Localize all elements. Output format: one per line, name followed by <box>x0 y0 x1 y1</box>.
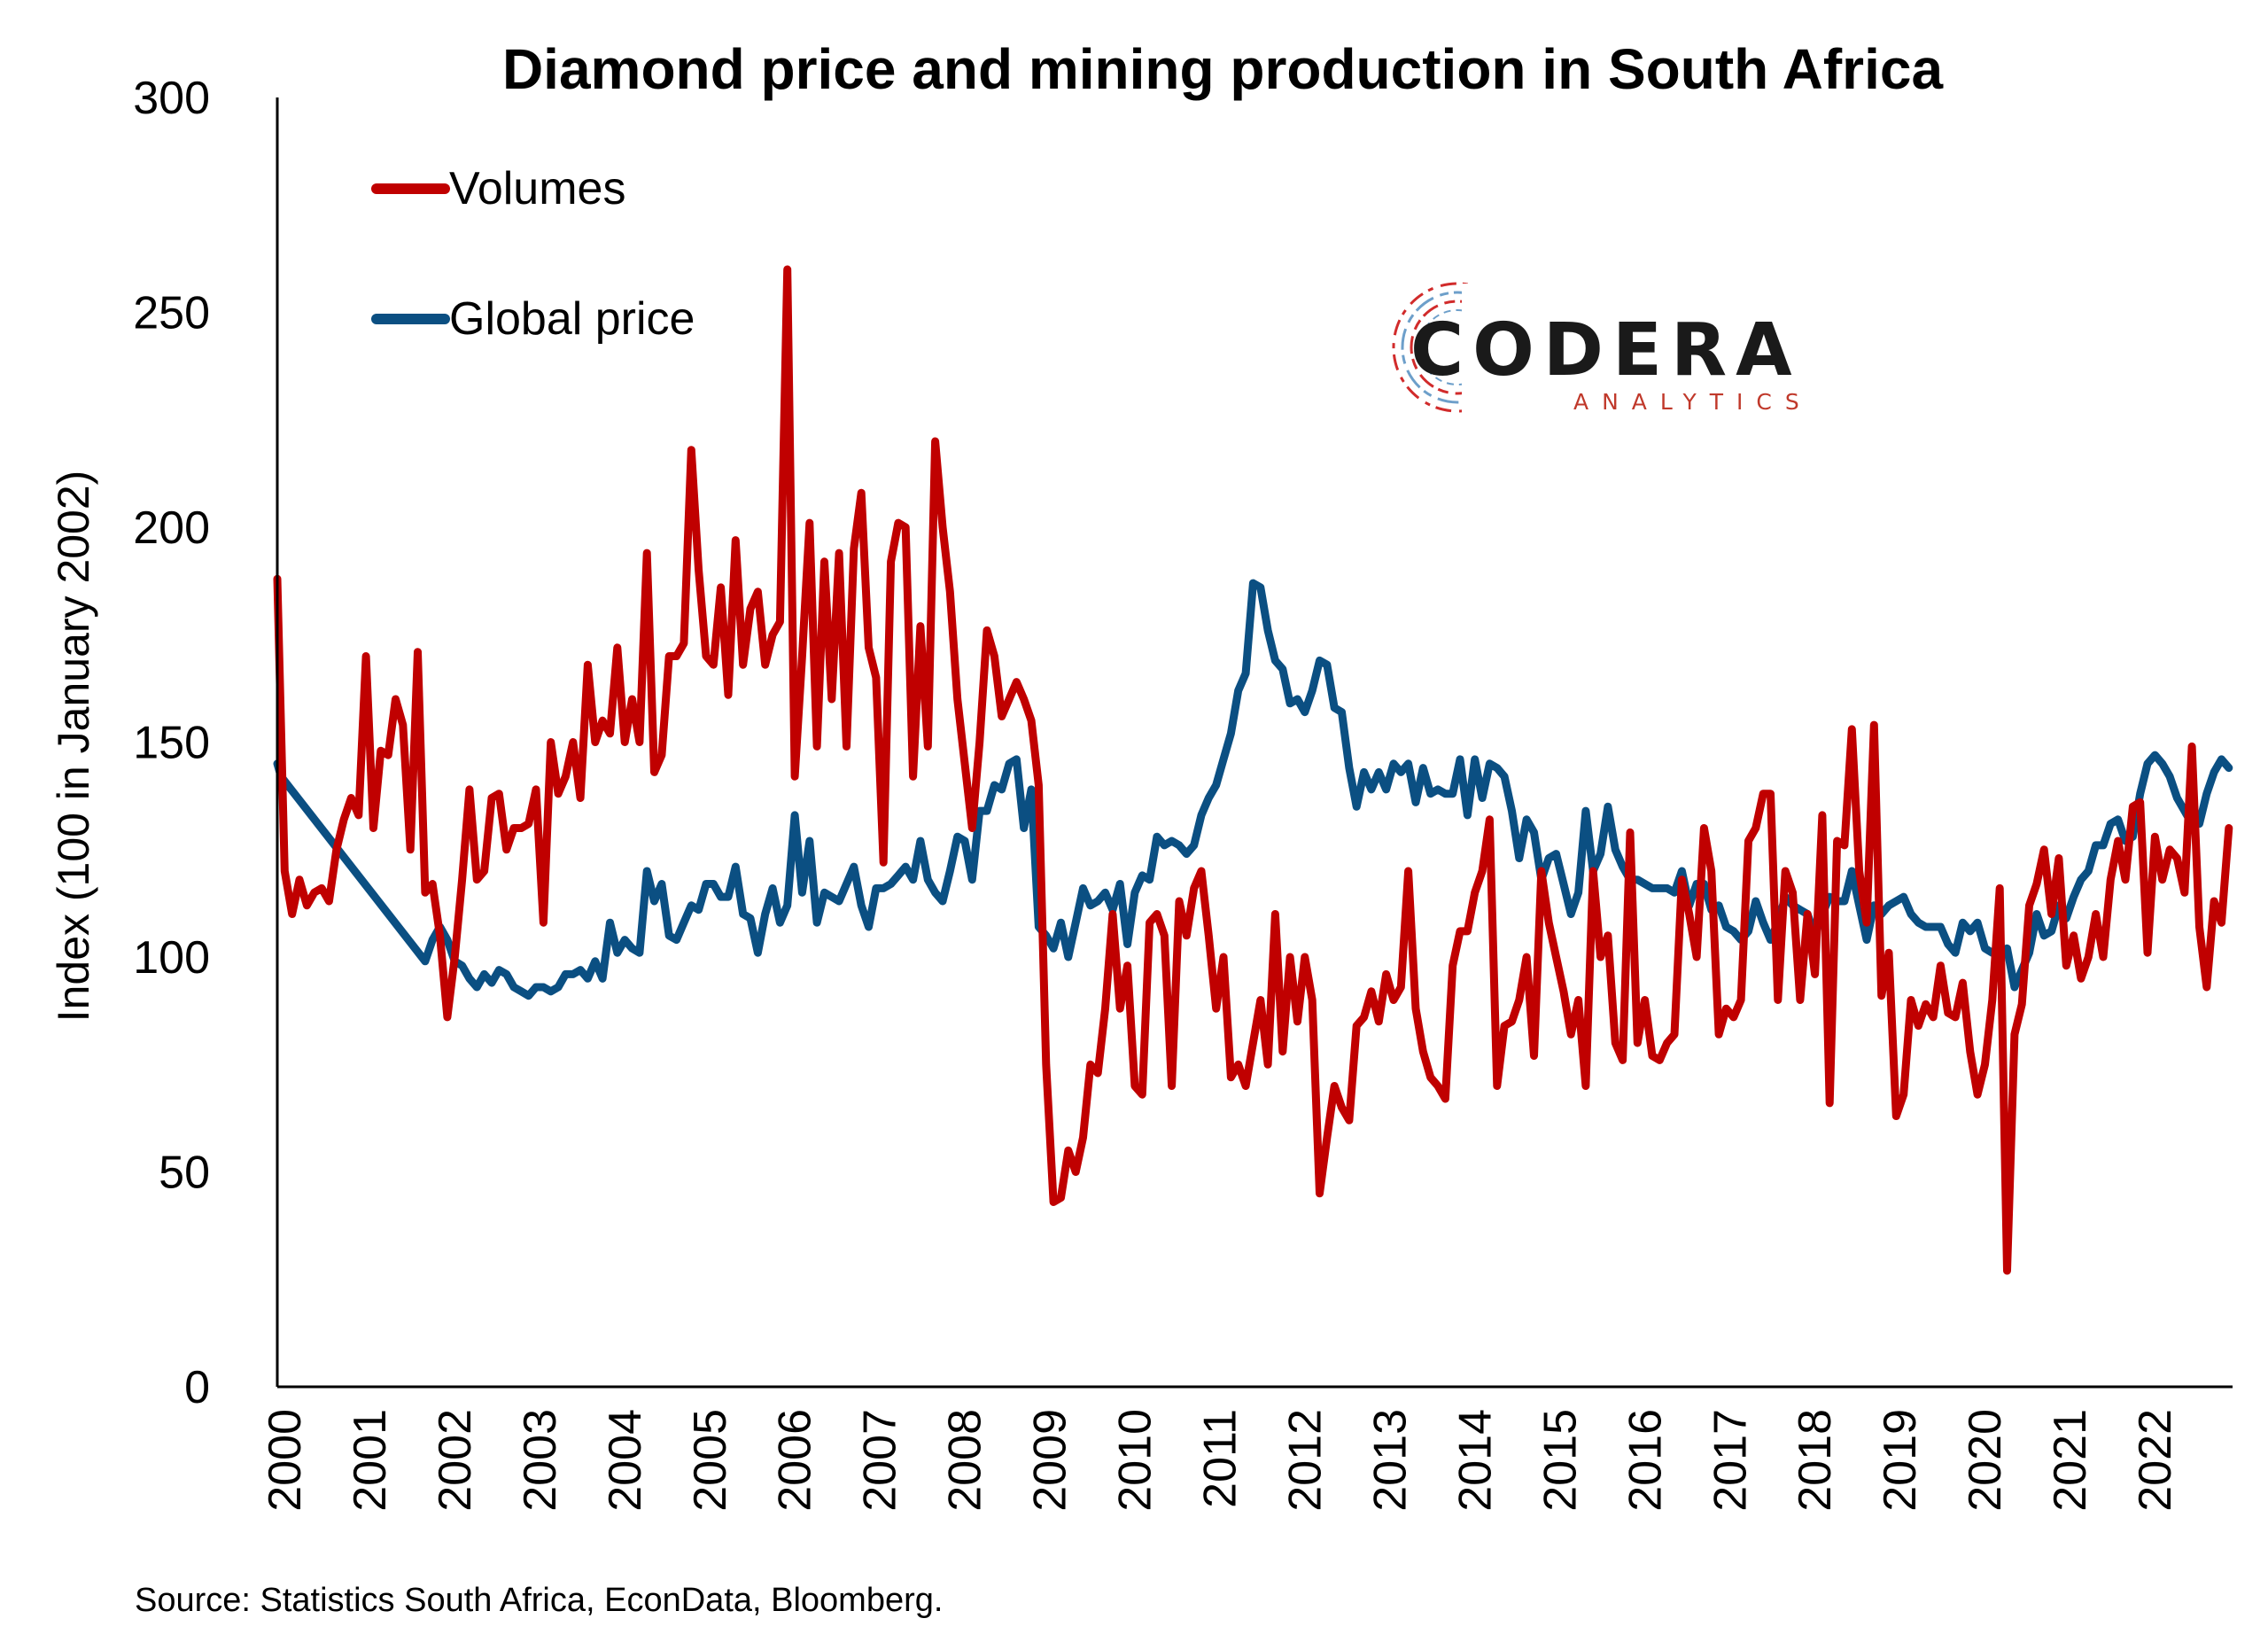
x-tick-label: 2003 <box>515 1409 566 1512</box>
source-note: Source: Statistics South Africa, EconDat… <box>135 1582 943 1619</box>
y-tick-label: 50 <box>159 1148 210 1199</box>
y-tick-label: 150 <box>133 718 210 769</box>
x-tick-label: 2018 <box>1790 1409 1841 1512</box>
x-tick-label: 2020 <box>1960 1409 2011 1512</box>
logo-tagline: ANALYTICS <box>1573 389 1813 415</box>
logo-wordmark: CODERA <box>1410 308 1801 393</box>
x-tick-label: 2013 <box>1364 1409 1416 1512</box>
x-tick-label: 2015 <box>1534 1409 1586 1512</box>
x-tick-label: 2000 <box>260 1409 311 1512</box>
chart-title: Diamond price and mining production in S… <box>502 37 1944 101</box>
y-tick-label: 200 <box>133 502 210 554</box>
x-tick-label: 2005 <box>685 1409 736 1512</box>
y-axis-ticks: 0 50 100 150 200 250 300 <box>133 73 210 1413</box>
x-tick-label: 2016 <box>1619 1409 1671 1512</box>
legend-label-volumes: Volumes <box>449 163 625 214</box>
x-tick-label: 2001 <box>345 1409 396 1512</box>
x-tick-label: 2011 <box>1195 1409 1247 1508</box>
legend-label-global-price: Global price <box>449 293 695 345</box>
logo-circle-icon <box>1392 282 1533 416</box>
legend: Volumes Global price <box>371 163 695 345</box>
x-tick-label: 2008 <box>940 1409 991 1512</box>
x-tick-label: 2009 <box>1025 1409 1076 1512</box>
y-tick-label: 300 <box>133 73 210 124</box>
codera-logo: CODERA ANALYTICS <box>1392 282 1813 416</box>
series-line-global-price <box>273 579 2233 1000</box>
series-line-volumes <box>273 265 2233 1275</box>
x-tick-label: 2002 <box>430 1409 481 1512</box>
y-tick-label: 100 <box>133 932 210 984</box>
x-tick-label: 2012 <box>1279 1409 1331 1512</box>
x-tick-label: 2022 <box>2130 1409 2181 1512</box>
x-tick-label: 2019 <box>1875 1409 1926 1512</box>
y-axis-label: Index (100 in January 2002) <box>49 471 98 1023</box>
x-tick-label: 2017 <box>1705 1409 1756 1512</box>
x-tick-label: 2007 <box>855 1409 906 1512</box>
x-axis-ticks: 2000 2001 2002 2003 2004 2005 2006 2007 2008 2009… <box>260 1409 2181 1512</box>
y-tick-label: 250 <box>133 288 210 339</box>
x-tick-label: 2014 <box>1449 1409 1501 1512</box>
x-tick-label: 2010 <box>1110 1409 1161 1512</box>
y-tick-label: 0 <box>184 1362 210 1413</box>
x-tick-label: 2004 <box>600 1409 651 1512</box>
series-group <box>273 265 2233 1275</box>
x-tick-label: 2021 <box>2045 1409 2096 1512</box>
x-tick-label: 2006 <box>770 1409 821 1512</box>
